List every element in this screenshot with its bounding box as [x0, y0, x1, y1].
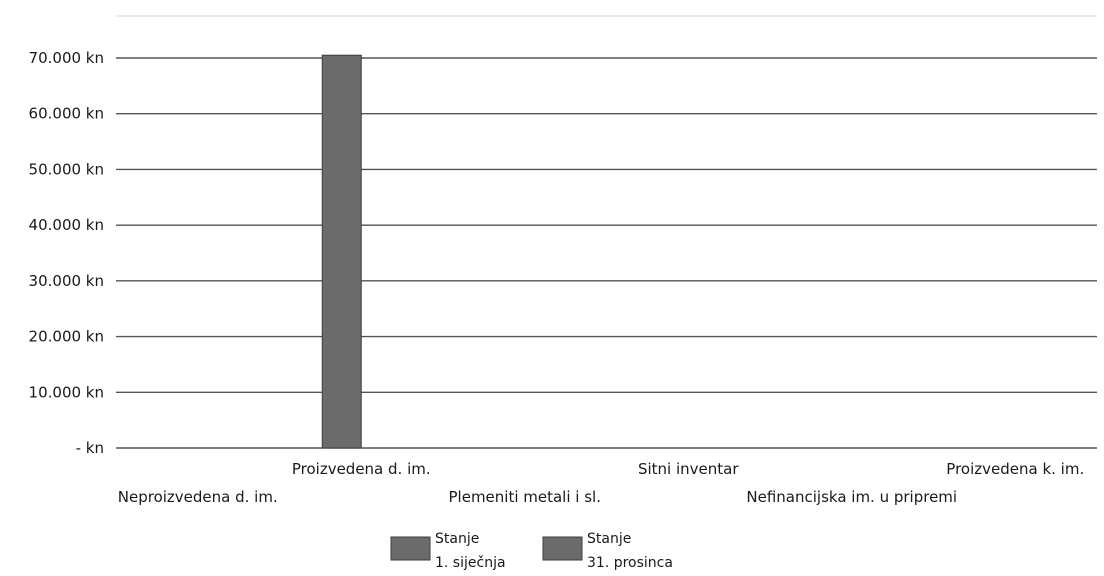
- y-axis-tick-labels: - kn 10.000 kn 20.000 kn 30.000 kn 40.000 kn…: [29, 49, 104, 457]
- y-tick-label: 30.000 kn: [29, 272, 104, 290]
- y-tick-label: 70.000 kn: [29, 49, 104, 67]
- y-tick-label: 20.000 kn: [29, 328, 104, 346]
- legend: Stanje 1. siječnja Stanje 31. prosinca: [390, 531, 673, 571]
- x-tick-label: Sitni inventar: [638, 460, 739, 478]
- bar: [321, 54, 362, 449]
- gridlines: [116, 15, 1097, 449]
- y-tick-label: 60.000 kn: [29, 105, 104, 123]
- x-axis-tick-labels: Neproizvedena d. im. Proizvedena d. im. Pl…: [118, 460, 1084, 506]
- y-tick-label: 10.000 kn: [29, 383, 104, 401]
- legend-label: 1. siječnja: [435, 555, 506, 571]
- x-tick-label: Nefinancijska im. u pripremi: [746, 488, 957, 506]
- y-tick-label: - kn: [76, 439, 104, 457]
- bars: [321, 54, 362, 449]
- x-tick-label: Proizvedena d. im.: [292, 460, 431, 478]
- y-tick-label: 40.000 kn: [29, 216, 104, 234]
- legend-label: Stanje: [587, 531, 631, 547]
- legend-swatch: [542, 536, 583, 561]
- legend-label: 31. prosinca: [587, 555, 673, 571]
- y-tick-label: 50.000 kn: [29, 160, 104, 178]
- legend-swatch: [390, 536, 431, 561]
- legend-label: Stanje: [435, 531, 479, 547]
- x-tick-label: Neproizvedena d. im.: [118, 488, 278, 506]
- x-tick-label: Proizvedena k. im.: [946, 460, 1084, 478]
- x-tick-label: Plemeniti metali i sl.: [449, 488, 601, 506]
